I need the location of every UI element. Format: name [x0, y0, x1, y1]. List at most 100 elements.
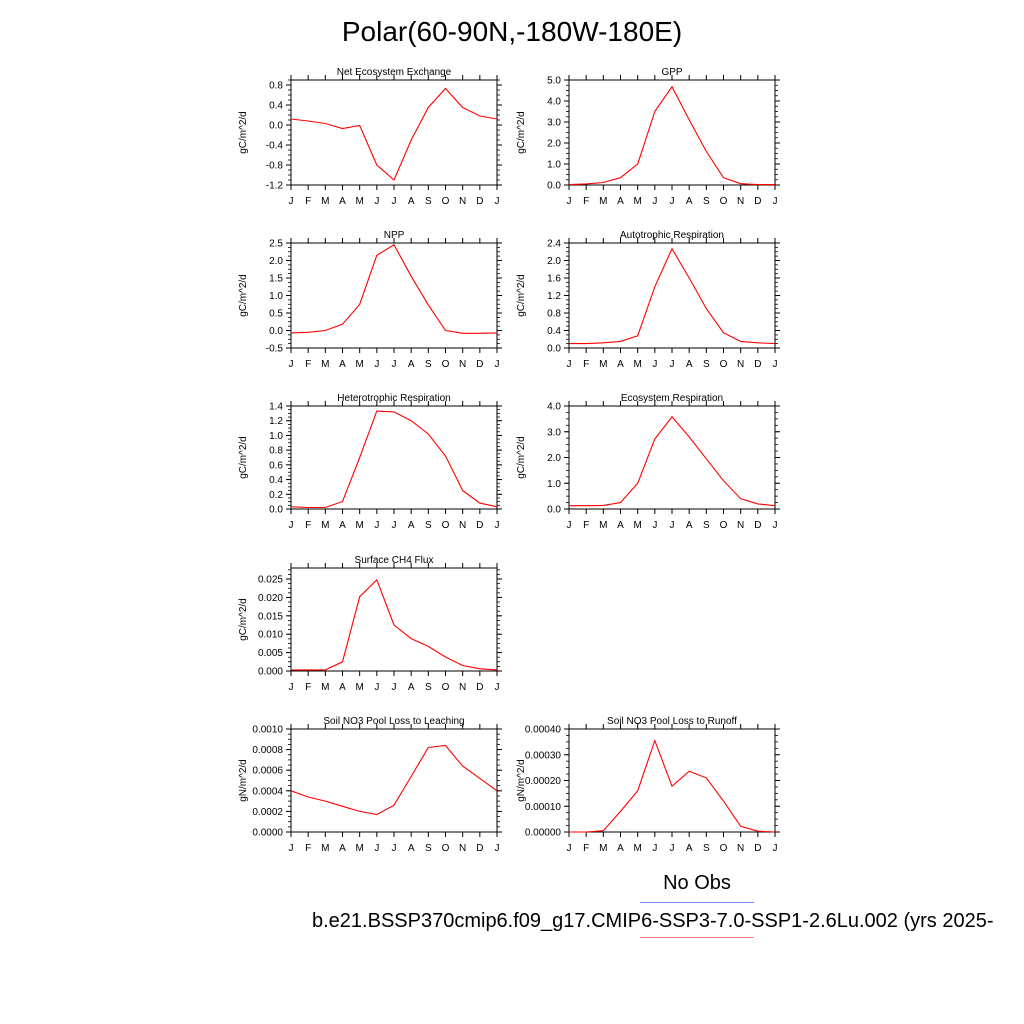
y-tick-label: 0.8	[547, 309, 561, 320]
y-tick-label: 0.0010	[252, 725, 283, 736]
x-tick-label: A	[339, 682, 346, 693]
x-tick-label: S	[425, 520, 432, 531]
x-tick-label: O	[442, 520, 450, 531]
series-line	[290, 87, 498, 181]
y-axis-label: gC/m^2/d	[516, 274, 527, 317]
y-tick-label: 0.4	[269, 475, 283, 486]
legend-obs-line	[640, 902, 754, 903]
panel-0: Net Ecosystem Exchange gC/m^2/d 0.8 0.4 0.0 -…	[238, 67, 502, 207]
panel-title: Soil NO3 Pool Loss to Leaching	[323, 716, 464, 727]
x-tick-label: J	[495, 843, 500, 854]
x-tick-label: D	[754, 843, 761, 854]
y-tick-label: 0.0008	[252, 745, 283, 756]
x-tick-label: O	[720, 196, 728, 207]
x-tick-label: N	[459, 843, 466, 854]
y-tick-label: 0.025	[258, 575, 283, 586]
series-line	[569, 415, 776, 507]
x-tick-label: S	[425, 359, 432, 370]
x-tick-label: J	[773, 196, 778, 207]
plot-frame	[290, 728, 498, 833]
panel-title: GPP	[661, 67, 682, 78]
panel-title: Surface CH4 Flux	[355, 555, 434, 566]
panel-title: Heterotrophic Respiration	[337, 393, 450, 404]
x-tick-label: A	[408, 843, 415, 854]
x-tick-label: N	[459, 520, 466, 531]
x-tick-label: J	[495, 359, 500, 370]
y-tick-label: 1.5	[269, 274, 283, 285]
x-tick-label: J	[289, 520, 294, 531]
x-tick-label: J	[392, 359, 397, 370]
y-tick-label: 4.0	[547, 97, 561, 108]
x-tick-label: A	[408, 359, 415, 370]
series-line	[569, 738, 776, 833]
y-axis-label: gN/m^2/d	[238, 759, 249, 802]
y-tick-label: 1.0	[269, 291, 283, 302]
x-tick-label: N	[459, 196, 466, 207]
x-tick-label: M	[321, 843, 329, 854]
x-tick-label: J	[374, 520, 379, 531]
x-tick-label: S	[425, 682, 432, 693]
x-tick-label: J	[670, 843, 675, 854]
y-tick-label: 1.0	[547, 479, 561, 490]
y-tick-label: -1.2	[266, 181, 284, 192]
panel-4: Heterotrophic Respiration gC/m^2/d 1.4 1.2 1…	[238, 393, 502, 531]
x-tick-label: M	[321, 520, 329, 531]
x-tick-label: J	[773, 359, 778, 370]
y-tick-label: 0.8	[269, 81, 283, 92]
y-tick-label: 0.00000	[525, 828, 562, 839]
plot-frame	[568, 242, 776, 349]
y-tick-label: 0.0004	[252, 786, 283, 797]
y-tick-label: 0.8	[269, 446, 283, 457]
x-tick-label: M	[355, 682, 363, 693]
x-tick-label: O	[720, 843, 728, 854]
y-tick-label: 0.015	[258, 611, 283, 622]
y-tick-label: 2.0	[547, 453, 561, 464]
x-tick-label: M	[321, 359, 329, 370]
x-tick-label: J	[374, 843, 379, 854]
panel-title: Autotrophic Respiration	[620, 230, 724, 241]
x-tick-label: N	[737, 520, 744, 531]
legend-case-line	[640, 937, 754, 938]
x-tick-label: M	[633, 359, 641, 370]
y-axis-label: gN/m^2/d	[516, 759, 527, 802]
x-tick-label: D	[754, 196, 761, 207]
x-tick-label: J	[495, 196, 500, 207]
x-tick-label: M	[355, 843, 363, 854]
y-axis-label: gC/m^2/d	[238, 436, 249, 479]
y-tick-label: 0.00030	[525, 750, 562, 761]
y-tick-label: 2.5	[269, 239, 283, 250]
x-tick-label: F	[305, 520, 311, 531]
x-tick-label: S	[425, 843, 432, 854]
y-tick-label: 0.0	[269, 505, 283, 516]
x-tick-label: A	[617, 843, 624, 854]
x-tick-label: J	[374, 682, 379, 693]
x-tick-label: D	[476, 359, 483, 370]
x-tick-label: A	[617, 196, 624, 207]
y-tick-label: 0.5	[269, 309, 283, 320]
x-tick-label: N	[459, 682, 466, 693]
plot-frame	[290, 567, 498, 672]
x-tick-label: J	[392, 682, 397, 693]
y-axis-label: gC/m^2/d	[516, 111, 527, 154]
y-tick-label: 5.0	[547, 76, 561, 87]
x-tick-label: A	[339, 843, 346, 854]
x-tick-label: F	[583, 520, 589, 531]
x-tick-label: S	[703, 520, 710, 531]
plot-frame	[568, 79, 776, 186]
y-tick-label: 0.0002	[252, 807, 283, 818]
x-tick-label: M	[355, 359, 363, 370]
series-line	[290, 744, 498, 816]
x-tick-label: M	[633, 520, 641, 531]
x-tick-label: A	[408, 520, 415, 531]
x-tick-label: J	[652, 359, 657, 370]
x-tick-label: A	[339, 196, 346, 207]
y-tick-label: 2.0	[269, 256, 283, 267]
y-tick-label: 0.0	[547, 505, 561, 516]
x-tick-label: A	[408, 196, 415, 207]
x-tick-label: D	[754, 359, 761, 370]
x-tick-label: D	[476, 196, 483, 207]
y-tick-label: 0.0	[547, 181, 561, 192]
y-tick-label: 0.0006	[252, 766, 283, 777]
